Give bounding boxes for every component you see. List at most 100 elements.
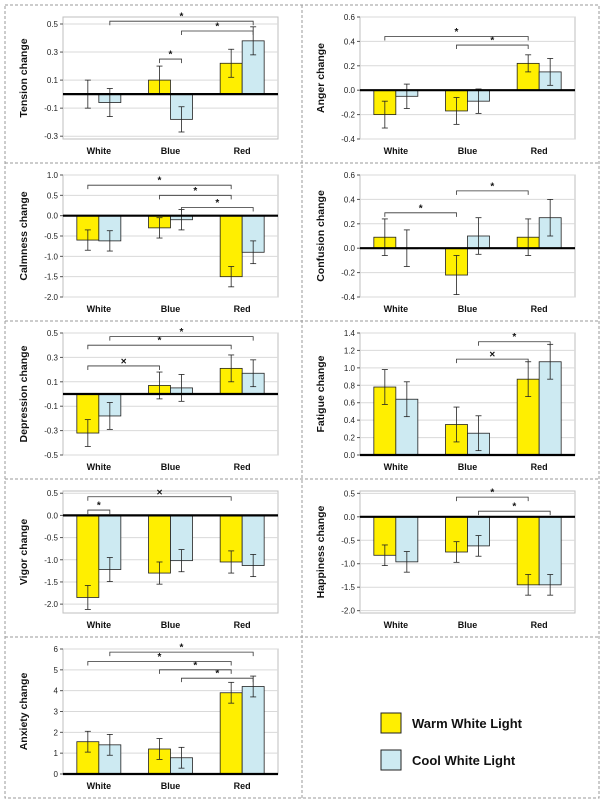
x-tick-label: Blue <box>161 146 181 156</box>
y-axis-label: Tension change <box>18 38 30 117</box>
y-tick-label: 0.1 <box>47 378 59 387</box>
y-tick-label: 0.0 <box>344 86 356 95</box>
y-tick-label: -1.5 <box>44 273 58 282</box>
chart-panel: -2.0 -1.5 -1.0 -0.5 0.0 0.5 Vigor change White B… <box>18 487 279 630</box>
chart-panel: -0.3 -0.1 0.1 0.3 0.5 Tension change White Blue… <box>18 12 279 156</box>
y-tick-label: 0.5 <box>344 489 356 498</box>
significance-bracket <box>109 336 254 341</box>
significance-bracket <box>159 194 232 200</box>
significance-bracket <box>159 669 232 674</box>
significance-bracket <box>456 44 529 50</box>
significance-marker: * <box>193 660 197 671</box>
significance-marker: * <box>158 652 162 663</box>
x-tick-label: Blue <box>458 146 478 156</box>
significance-bracket <box>478 510 551 516</box>
y-tick-label: 0.1 <box>47 76 59 85</box>
significance-bracket <box>87 344 232 350</box>
y-tick-label: -1.5 <box>44 578 58 587</box>
chart-panel: -2.0 -1.5 -1.0 -0.5 0.0 0.5 Happiness change Wh… <box>315 488 576 630</box>
y-tick-label: -0.3 <box>44 132 58 141</box>
y-tick-label: -2.0 <box>44 293 58 302</box>
significance-bracket <box>456 358 529 364</box>
y-axis-label: Anger change <box>315 43 327 113</box>
x-tick-label: White <box>384 620 409 630</box>
y-tick-label: 0.8 <box>344 381 356 390</box>
y-tick-label: 0.6 <box>344 399 356 408</box>
significance-bracket <box>87 509 111 515</box>
y-axis-label: Confusion change <box>315 190 327 282</box>
significance-marker: * <box>215 669 219 680</box>
y-tick-label: -0.1 <box>44 104 58 113</box>
significance-bracket <box>87 365 160 370</box>
significance-marker: * <box>180 327 184 338</box>
x-tick-label: Blue <box>458 304 478 314</box>
significance-marker: * <box>169 50 173 61</box>
significance-bracket <box>384 36 529 41</box>
y-tick-label: -0.3 <box>44 427 58 436</box>
y-tick-label: -2.0 <box>44 600 58 609</box>
legend-label: Cool White Light <box>412 753 516 768</box>
x-tick-label: Red <box>234 781 251 791</box>
x-tick-label: Blue <box>161 781 181 791</box>
x-tick-label: Red <box>234 146 251 156</box>
significance-marker: * <box>215 22 219 33</box>
significance-marker: * <box>158 336 162 347</box>
legend: Warm White Light Cool White Light <box>380 712 523 771</box>
x-tick-label: Red <box>531 304 548 314</box>
y-tick-label: 6 <box>54 645 59 654</box>
x-tick-label: White <box>384 462 409 472</box>
significance-bracket <box>181 677 254 683</box>
x-tick-label: Red <box>234 620 251 630</box>
y-tick-label: -0.1 <box>44 402 58 411</box>
y-tick-label: 0.0 <box>344 244 356 253</box>
significance-marker: * <box>490 488 494 499</box>
significance-bracket <box>109 651 254 657</box>
y-tick-label: -0.2 <box>341 111 355 120</box>
y-tick-label: -0.5 <box>341 536 355 545</box>
y-tick-label: 0.5 <box>47 489 59 498</box>
chart-panel: -0.5 -0.3 -0.1 0.1 0.3 0.5 Depression change Wh… <box>18 327 279 472</box>
chart-panel: -2.0 -1.5 -1.0 -0.5 0.0 0.5 1.0 Calmness change… <box>18 171 279 314</box>
significance-bracket <box>181 30 254 36</box>
significance-marker: * <box>193 186 197 197</box>
bar <box>219 692 243 775</box>
y-tick-label: -0.5 <box>44 451 58 460</box>
y-tick-label: 1.4 <box>344 329 356 338</box>
x-tick-label: Red <box>234 304 251 314</box>
significance-bracket <box>456 496 529 502</box>
significance-marker: * <box>158 176 162 187</box>
y-tick-label: -1.0 <box>44 556 58 565</box>
y-tick-label: -0.2 <box>341 269 355 278</box>
y-tick-label: -0.4 <box>341 293 355 302</box>
y-tick-label: 0.0 <box>47 212 59 221</box>
y-axis-label: Happiness change <box>315 505 327 598</box>
legend-label: Warm White Light <box>412 716 523 731</box>
x-tick-label: Blue <box>458 462 478 472</box>
significance-bracket <box>109 20 254 26</box>
significance-marker: * <box>180 12 184 23</box>
significance-marker: * <box>180 643 184 654</box>
x-tick-label: White <box>87 146 112 156</box>
y-tick-label: 0.6 <box>344 13 356 22</box>
x-tick-label: White <box>87 781 112 791</box>
y-tick-label: 0.0 <box>344 451 356 460</box>
y-tick-label: 0.0 <box>47 511 59 520</box>
y-tick-label: -2.0 <box>341 607 355 616</box>
significance-bracket <box>159 58 182 64</box>
x-tick-label: Red <box>531 146 548 156</box>
y-tick-label: 0.0 <box>344 513 356 522</box>
y-axis-label: Fatigue change <box>315 355 327 432</box>
legend-swatch <box>380 712 402 734</box>
y-tick-label: 0.3 <box>47 353 59 362</box>
significance-bracket <box>478 341 551 346</box>
y-tick-label: 0.2 <box>344 220 356 229</box>
y-tick-label: 0.2 <box>344 62 356 71</box>
y-tick-label: 1 <box>54 749 59 758</box>
y-tick-label: 0.6 <box>344 171 356 180</box>
x-tick-label: Blue <box>161 620 181 630</box>
x-tick-label: Red <box>531 620 548 630</box>
significance-marker: * <box>97 501 101 512</box>
x-tick-label: Red <box>531 462 548 472</box>
panel-dividers <box>4 4 600 799</box>
